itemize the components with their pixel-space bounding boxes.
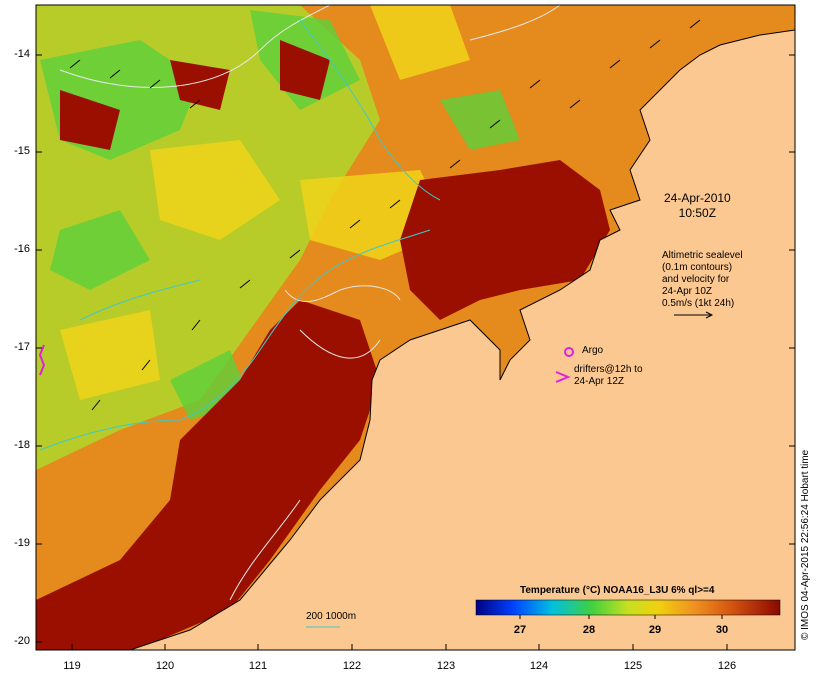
- map-date: 24-Apr-2010: [664, 191, 731, 205]
- velocity-scale-arrow: [674, 311, 714, 319]
- y-tick-label: -20: [14, 635, 30, 647]
- x-tick-label: 124: [529, 660, 549, 672]
- x-tick-label: 121: [248, 660, 268, 672]
- y-tick-label: -16: [14, 243, 30, 255]
- altimetry-line: 0.5m/s (1kt 24h): [662, 298, 735, 309]
- credit-text: © IMOS 04-Apr-2015 22:56:24 Hobart time: [800, 449, 811, 640]
- x-tick-label: 126: [717, 660, 737, 672]
- altimetry-line: 24-Apr 10Z: [662, 286, 713, 297]
- drifters-legend-label: drifters@12h to: [574, 364, 643, 375]
- altimetry-line: and velocity for: [662, 274, 730, 285]
- land-mass: [129, 5, 795, 650]
- x-tick-label: 125: [623, 660, 643, 672]
- plot-frame: [35, 4, 796, 651]
- argo-legend-label: Argo: [582, 345, 604, 356]
- temperature-colorbar: [475, 599, 781, 616]
- colorbar-tick-label: 29: [648, 624, 662, 636]
- colorbar-tick-label: 28: [582, 624, 596, 636]
- drifters-legend-label-2: 24-Apr 12Z: [574, 376, 625, 387]
- colorbar-title: Temperature (°C) NOAA16_L3U 6% ql>=4: [520, 585, 715, 596]
- depth-legend-label: 200 1000m: [306, 611, 357, 622]
- axis-ticks: [36, 54, 795, 650]
- y-tick-label: -14: [14, 48, 30, 60]
- y-tick-label: -19: [14, 537, 30, 549]
- drifter-track: [38, 344, 46, 376]
- bathymetry-lines: [39, 19, 441, 451]
- drifter-legend-icon: [555, 371, 571, 383]
- y-tick-label: -18: [14, 439, 30, 451]
- colorbar-tick-label: 27: [513, 624, 527, 636]
- x-tick-label: 119: [63, 660, 81, 672]
- sst-hot-region-south: [36, 300, 380, 650]
- sst-yellow-patches: [60, 5, 470, 400]
- sst-hot-region-north: [60, 40, 330, 150]
- y-tick-label: -15: [14, 145, 30, 157]
- map-datetime: 24-Apr-2010 10:50Z: [664, 191, 731, 221]
- y-tick-label: -17: [14, 341, 30, 353]
- colorbar-tick-label: 30: [715, 624, 729, 636]
- argo-legend-icon: [564, 347, 574, 357]
- altimetry-note: Altimetric sealevel (0.1m contours) and …: [662, 250, 743, 310]
- sealevel-contours: [59, 5, 561, 601]
- altimetry-line: Altimetric sealevel: [662, 250, 743, 261]
- colorbar-ticks: [519, 615, 723, 619]
- velocity-arrows: [69, 19, 701, 411]
- x-tick-label: 123: [436, 660, 456, 672]
- x-tick-label: 120: [155, 660, 175, 672]
- x-tick-label: 122: [342, 660, 362, 672]
- sst-hot-region-east: [400, 160, 610, 320]
- altimetry-line: (0.1m contours): [662, 262, 733, 273]
- sst-cooler-patches: [40, 10, 520, 420]
- map-time: 10:50Z: [678, 206, 717, 220]
